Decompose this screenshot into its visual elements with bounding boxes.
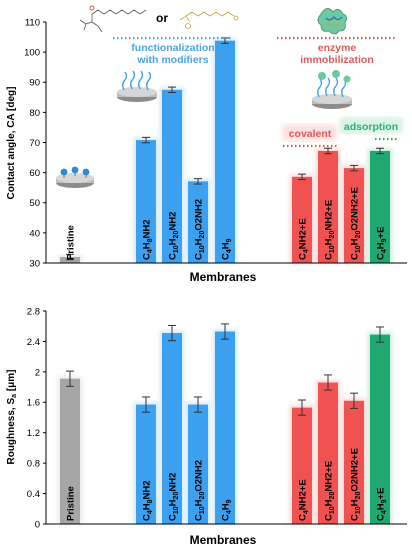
enzyme-immobilization-label: enzyme immobilization bbox=[300, 42, 374, 66]
roughness-x-axis-label: Membranes bbox=[190, 533, 257, 547]
bar bbox=[188, 181, 208, 263]
y-tick-label: 1.6 bbox=[27, 398, 40, 409]
bar bbox=[162, 333, 182, 524]
functionalization-label: functionalization with modifiers bbox=[131, 42, 214, 66]
bar bbox=[60, 378, 80, 524]
aminosilane-structure-icon bbox=[79, 5, 147, 33]
contact-angle-x-axis-label: Membranes bbox=[190, 270, 257, 284]
y-tick-label: 90 bbox=[29, 78, 40, 89]
bar-category-label: C4H9 bbox=[221, 238, 234, 260]
bar-category-label: C4H9+E bbox=[376, 488, 389, 521]
y-tick-label: 0 bbox=[35, 519, 40, 530]
adsorption-annotation: adsorption bbox=[339, 117, 403, 141]
bar bbox=[215, 331, 235, 524]
y-tick-label: 2 bbox=[35, 367, 40, 378]
functionalization-annotation: functionalization with modifiers bbox=[113, 36, 232, 66]
covalent-annotation: covalent bbox=[282, 124, 338, 148]
bar-category-label: C10H20NH2 bbox=[168, 473, 181, 521]
bar-category-label: C10H20NH2 bbox=[168, 212, 181, 260]
bar-category-label: C4H8NH2 bbox=[142, 480, 155, 521]
contact-angle-chart: Pristine C4H8NH2 C10H20NH2 C10H20O2NH2 C4H9 C… bbox=[6, 5, 407, 284]
immobilized-membrane-icon bbox=[312, 70, 352, 109]
functionalized-membrane-icon bbox=[117, 70, 157, 102]
thiol-structure-icon bbox=[179, 11, 239, 29]
y-tick-label: 30 bbox=[29, 258, 40, 269]
y-tick-label: 1.2 bbox=[27, 428, 40, 439]
bar-category-label: C4NH2+E bbox=[298, 479, 311, 521]
adsorption-label: adsorption bbox=[344, 121, 398, 133]
y-tick-label: 40 bbox=[29, 228, 40, 239]
roughness-chart: Pristine C4H8NH2 C10H20NH2 C10H20O2NH2 C4H9 C… bbox=[6, 306, 407, 547]
y-tick-label: 80 bbox=[29, 108, 40, 119]
bar-category-label: C4NH2+E bbox=[298, 218, 311, 260]
bar-category-label: C10H20NH2+E bbox=[324, 461, 337, 521]
roughness-y-axis-label: Roughness, Sa [μm] bbox=[6, 369, 18, 464]
bar bbox=[344, 168, 364, 263]
y-tick-label: 60 bbox=[29, 168, 40, 179]
bar bbox=[162, 89, 182, 263]
bar-category-label: C10H20O2NH2+E bbox=[350, 448, 363, 521]
enzyme-annotation: enzyme immobilization bbox=[277, 36, 397, 66]
bar bbox=[370, 334, 390, 524]
bar bbox=[215, 40, 235, 263]
bar-category-label: Pristine bbox=[66, 225, 77, 260]
y-tick-label: 0.4 bbox=[27, 489, 40, 500]
bar bbox=[292, 176, 312, 263]
y-tick-label: 70 bbox=[29, 138, 40, 149]
contact-angle-y-axis-label: Contact angle, CA [deg] bbox=[6, 87, 17, 200]
y-tick-label: 100 bbox=[24, 48, 40, 59]
bar-category-label: C4H9 bbox=[221, 499, 234, 521]
y-tick-label: 110 bbox=[25, 17, 40, 28]
bar-category-label: C10H20O2NH2 bbox=[194, 460, 207, 521]
y-tick-label: 0.8 bbox=[27, 459, 40, 470]
bar bbox=[318, 150, 338, 263]
or-label: or bbox=[156, 11, 168, 25]
bar bbox=[344, 400, 364, 524]
bar bbox=[136, 404, 156, 524]
bar-category-label: C10H20O2NH2 bbox=[194, 199, 207, 260]
y-tick-label: 2.4 bbox=[27, 337, 40, 348]
covalent-label: covalent bbox=[289, 128, 332, 140]
bar bbox=[188, 404, 208, 524]
bar-category-label: C4H8NH2 bbox=[142, 219, 155, 260]
bar-category-label: C10H20NH2+E bbox=[324, 200, 337, 260]
bar bbox=[292, 407, 312, 524]
y-tick-label: 50 bbox=[29, 198, 40, 209]
y-tick-label: 2.8 bbox=[27, 306, 40, 317]
bar bbox=[318, 382, 338, 524]
pristine-membrane-icon bbox=[56, 166, 94, 188]
bar-category-label: C4H9+E bbox=[376, 227, 389, 260]
bar bbox=[136, 140, 156, 263]
bar-category-label: C10H20O2NH2+E bbox=[350, 187, 363, 260]
bar bbox=[370, 150, 390, 263]
bar-category-label: Pristine bbox=[66, 486, 77, 521]
enzyme-protein-icon bbox=[317, 8, 347, 35]
